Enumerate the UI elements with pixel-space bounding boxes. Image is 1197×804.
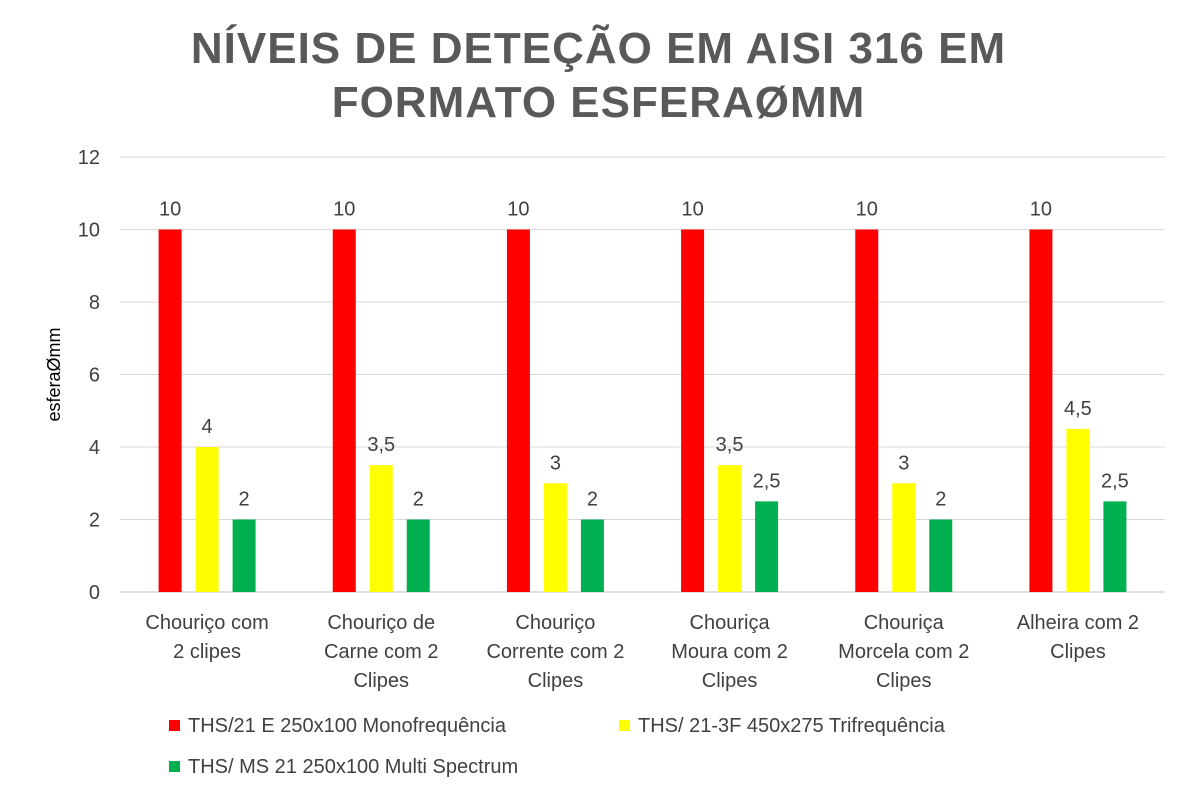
bar <box>195 447 219 592</box>
chart-title: NÍVEIS DE DETEÇÃO EM AISI 316 EM FORMATO… <box>0 22 1197 130</box>
bar <box>543 483 567 592</box>
bar <box>1066 428 1090 592</box>
legend-item-series-3: THS/ MS 21 250x100 Multi Spectrum <box>169 756 518 779</box>
bar <box>718 465 742 592</box>
legend-label-series-3: THS/ MS 21 250x100 Multi Spectrum <box>188 756 519 778</box>
y-tick-label: 10 <box>78 220 100 242</box>
x-category-label: Clipes <box>353 670 409 692</box>
data-label: 4 <box>202 416 213 438</box>
x-category-label: 2 clipes <box>173 641 241 663</box>
x-category-label: Clipes <box>1050 641 1106 663</box>
legend-item-series-2: THS/ 21-3F 450x275 Trifrequência <box>619 715 945 738</box>
x-category-label: Corrente com 2 <box>486 641 624 663</box>
x-category-label: Chouriço com <box>145 612 268 634</box>
data-label: 10 <box>333 199 355 221</box>
x-category-label: Chouriça <box>864 612 945 634</box>
data-label: 10 <box>856 199 878 221</box>
x-category-label: Clipes <box>528 670 584 692</box>
bar <box>232 519 256 592</box>
data-label: 10 <box>1030 199 1052 221</box>
x-category-label: Alheira com 2 <box>1017 612 1139 634</box>
bar <box>892 483 916 592</box>
bar <box>929 519 953 592</box>
y-tick-label: 4 <box>89 437 100 459</box>
data-label: 2 <box>413 489 424 511</box>
legend-label-series-1: THS/21 E 250x100 Monofrequência <box>188 715 506 737</box>
x-category-label: Moura com 2 <box>671 641 788 663</box>
data-label: 2,5 <box>1101 470 1129 492</box>
data-label: 10 <box>507 199 529 221</box>
chart-title-line-1: NÍVEIS DE DETEÇÃO EM AISI 316 EM <box>190 24 1007 73</box>
bar <box>681 229 705 592</box>
x-category-label: Morcela com 2 <box>838 641 969 663</box>
bar <box>755 501 779 592</box>
chart-title-line-2: FORMATO ESFERAØMM <box>331 78 866 127</box>
data-label: 4,5 <box>1064 398 1092 420</box>
x-category-label: Chouriço de <box>327 612 435 634</box>
data-label: 3 <box>550 452 561 474</box>
y-tick-label: 12 <box>78 147 100 169</box>
y-tick-label: 8 <box>89 292 100 314</box>
y-tick-label: 0 <box>89 582 100 604</box>
bar <box>332 229 356 592</box>
data-label: 3,5 <box>367 434 395 456</box>
data-label: 2 <box>587 489 598 511</box>
y-axis-label: esferaØmm <box>44 327 64 421</box>
bar <box>1103 501 1127 592</box>
bar <box>580 519 604 592</box>
x-category-label: Clipes <box>876 670 932 692</box>
data-label: 10 <box>159 199 181 221</box>
data-label: 10 <box>681 199 703 221</box>
bar <box>406 519 430 592</box>
data-label: 2,5 <box>753 470 781 492</box>
legend-item-series-1: THS/21 E 250x100 Monofrequência <box>169 715 506 738</box>
data-label: 3,5 <box>716 434 744 456</box>
legend-swatch-series-2 <box>619 720 630 731</box>
bar <box>855 229 879 592</box>
legend-swatch-series-1 <box>169 720 180 731</box>
legend-swatch-series-3 <box>169 761 180 772</box>
y-tick-label: 6 <box>89 365 100 387</box>
data-label: 3 <box>898 452 909 474</box>
bar <box>369 465 393 592</box>
legend-label-series-2: THS/ 21-3F 450x275 Trifrequência <box>638 715 945 737</box>
data-label: 2 <box>239 489 250 511</box>
x-category-label: Carne com 2 <box>324 641 439 663</box>
bar <box>158 229 182 592</box>
x-category-label: Chouriça <box>690 612 771 634</box>
data-label: 2 <box>935 489 946 511</box>
bar <box>506 229 530 592</box>
x-category-label: Chouriço <box>515 612 595 634</box>
bar <box>1029 229 1053 592</box>
y-tick-label: 2 <box>89 510 100 532</box>
x-category-label: Clipes <box>702 670 758 692</box>
